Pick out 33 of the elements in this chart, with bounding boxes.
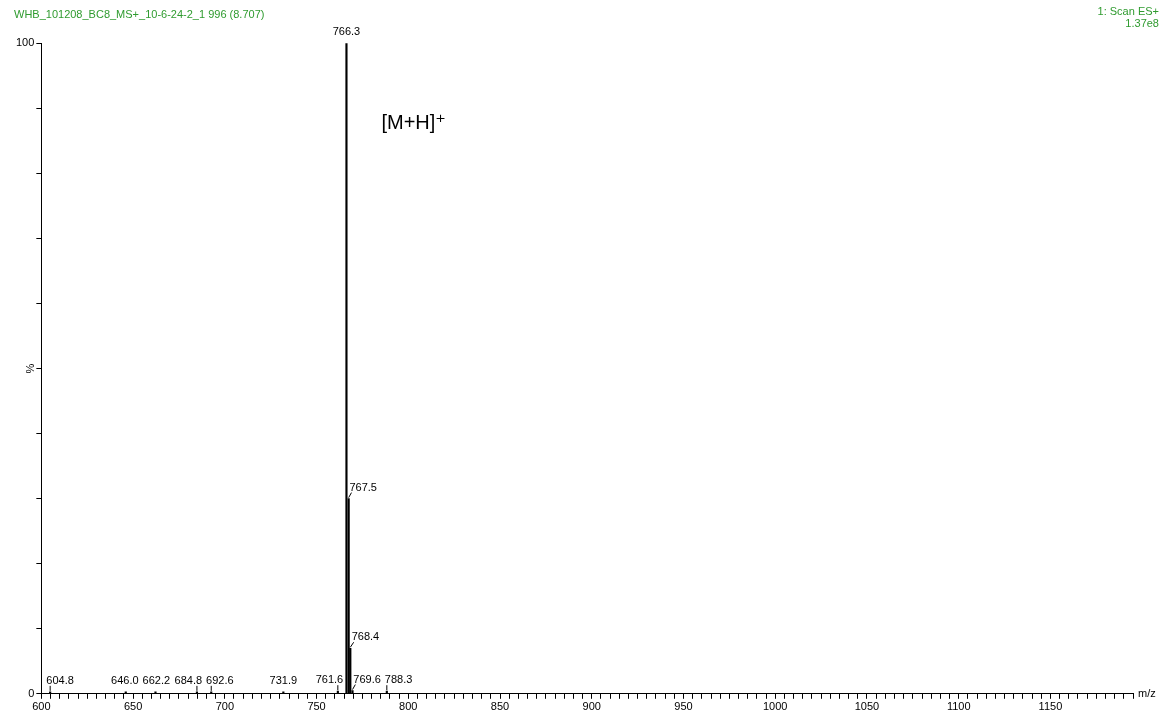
x-tick-label: 600 [32, 700, 51, 713]
annotation: 768.4 [351, 630, 380, 643]
x-tick-label: 1100 [946, 700, 971, 713]
annotation: 731.9 [269, 673, 298, 686]
annotation: 788.3 [384, 673, 413, 686]
x-tick-label: 900 [582, 700, 601, 713]
annotation: 761.6 [315, 673, 344, 686]
x-tick-label: 1000 [762, 700, 788, 713]
x-tick-label: 800 [399, 700, 418, 713]
annotation: 767.5 [349, 480, 377, 493]
x-tick-label: 1150 [1038, 700, 1063, 713]
x-tick-label: 1050 [854, 700, 880, 713]
annotation: 604.8 [46, 673, 74, 686]
x-tick-label: 850 [490, 700, 510, 713]
text: 1: Scan ES+ [1097, 5, 1159, 18]
annotation: 769.6 [353, 672, 381, 685]
y-tick-label: 100 [15, 36, 35, 49]
x-tick-label: 750 [307, 700, 326, 713]
x-tick-label: 650 [123, 700, 143, 713]
annotation: 692.6 [206, 673, 234, 686]
annotation: [M+H]⁺ [381, 111, 446, 134]
text: 1.37e8 [1125, 17, 1159, 30]
annotation: 646.0 [111, 673, 139, 686]
bar [345, 43, 348, 694]
x-axis-title: m/z [1138, 686, 1156, 699]
x-tick-label: 950 [674, 700, 693, 713]
annotation: 766.3 [332, 25, 361, 38]
annotation: 662.2 [142, 673, 171, 686]
y-tick-label: 0 [28, 686, 35, 699]
x-tick-label: 700 [215, 700, 234, 713]
y-axis-title: % [24, 363, 37, 374]
chart-title: WHB_101208_BC8_MS+_10-6-24-2_1 996 (8.707) [14, 7, 265, 20]
annotation: 684.8 [174, 673, 203, 686]
